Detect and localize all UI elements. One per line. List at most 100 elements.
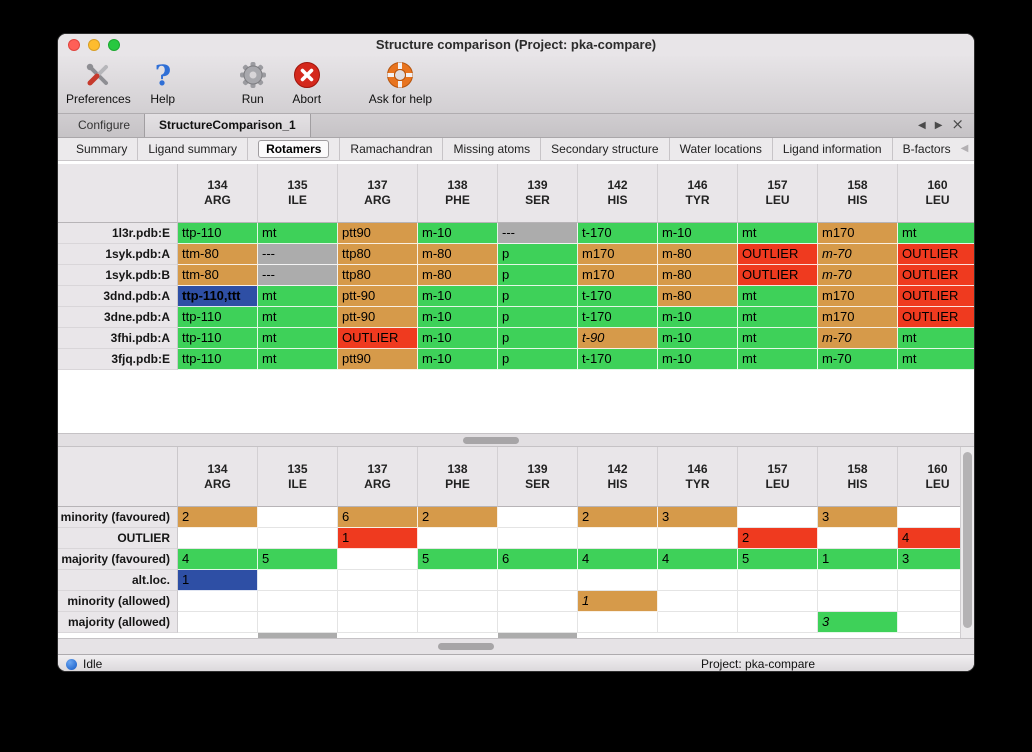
preferences-button[interactable]: Preferences <box>66 60 131 106</box>
horizontal-scrollbar[interactable] <box>58 638 974 654</box>
rotamer-cell[interactable]: t-170 <box>578 286 658 307</box>
rotamer-cell[interactable]: --- <box>258 244 338 265</box>
rotamer-cell[interactable]: m170 <box>818 223 898 244</box>
subtab-prev-button[interactable]: ◀ <box>960 143 969 154</box>
minimize-button[interactable] <box>88 39 100 51</box>
rotamer-cell[interactable]: mt <box>258 223 338 244</box>
rotamer-cell[interactable]: m-70 <box>818 265 898 286</box>
subtab-water-locations[interactable]: Water locations <box>668 138 772 160</box>
rotamer-cell[interactable]: ttp-110,ttt <box>178 286 258 307</box>
rotamer-cell[interactable]: ptt-90 <box>338 307 418 328</box>
rotamer-cell[interactable]: p <box>498 244 578 265</box>
rotamer-cell[interactable]: OUTLIER <box>898 286 974 307</box>
rotamer-cell[interactable]: mt <box>738 223 818 244</box>
rotamer-cell[interactable]: t-170 <box>578 349 658 370</box>
run-button[interactable]: Run <box>231 60 275 106</box>
rotamer-cell[interactable]: p <box>498 328 578 349</box>
rotamer-cell[interactable]: ttp-110 <box>178 349 258 370</box>
rotamer-cell[interactable]: ttm-80 <box>178 244 258 265</box>
splitter-handle[interactable] <box>463 437 519 444</box>
rotamer-cell[interactable]: mt <box>258 286 338 307</box>
rotamer-cell[interactable]: m-10 <box>418 349 498 370</box>
rotamer-cell[interactable]: m-10 <box>658 328 738 349</box>
rotamer-cell[interactable]: m170 <box>578 244 658 265</box>
rotamer-cell[interactable]: mt <box>258 307 338 328</box>
subtab-summary[interactable]: Summary <box>66 138 137 160</box>
rotamer-cell[interactable]: mt <box>258 328 338 349</box>
rotamer-cell[interactable]: OUTLIER <box>738 244 818 265</box>
vertical-scrollbar[interactable] <box>960 447 974 638</box>
rotamer-cell[interactable]: OUTLIER <box>898 265 974 286</box>
rotamer-cell[interactable]: mt <box>898 223 974 244</box>
rotamer-cell[interactable]: OUTLIER <box>898 244 974 265</box>
rotamer-cell[interactable]: ptt-90 <box>338 286 418 307</box>
subtab-missing-atoms[interactable]: Missing atoms <box>442 138 540 160</box>
rotamer-cell[interactable]: m170 <box>818 286 898 307</box>
rotamer-cell[interactable]: m-10 <box>658 349 738 370</box>
subtab-rotamers[interactable]: Rotamers <box>247 138 339 160</box>
rotamer-cell[interactable]: m-80 <box>418 265 498 286</box>
rotamer-cell[interactable]: mt <box>898 328 974 349</box>
splitter[interactable] <box>58 433 974 447</box>
tab-prev-button[interactable]: ◀ <box>918 119 926 131</box>
rotamer-cell[interactable]: m-80 <box>658 286 738 307</box>
rotamer-cell[interactable]: m-10 <box>418 307 498 328</box>
tab-next-button[interactable]: ▶ <box>934 119 943 131</box>
rotamer-cell[interactable]: ptt90 <box>338 349 418 370</box>
rotamer-cell[interactable]: m-10 <box>658 223 738 244</box>
rotamer-cell[interactable]: --- <box>498 223 578 244</box>
rotamer-cell[interactable]: m-70 <box>818 244 898 265</box>
vertical-scrollbar-thumb[interactable] <box>963 452 972 628</box>
rotamer-cell[interactable]: m-80 <box>658 244 738 265</box>
subtab-secondary-structure[interactable]: Secondary structure <box>540 138 668 160</box>
close-button[interactable] <box>68 39 80 51</box>
rotamer-cell[interactable]: m170 <box>578 265 658 286</box>
rotamer-cell[interactable]: OUTLIER <box>338 328 418 349</box>
subtab-ramachandran[interactable]: Ramachandran <box>339 138 442 160</box>
rotamer-cell[interactable]: m-80 <box>658 265 738 286</box>
rotamer-cell[interactable]: ttp-110 <box>178 307 258 328</box>
rotamer-cell[interactable]: mt <box>898 349 974 370</box>
subtab-ligand-information[interactable]: Ligand information <box>771 138 892 160</box>
rotamer-cell[interactable]: ttp-110 <box>178 223 258 244</box>
rotamer-cell[interactable]: p <box>498 265 578 286</box>
rotamer-cell[interactable]: m-70 <box>818 349 898 370</box>
rotamer-cell[interactable]: ttp80 <box>338 265 418 286</box>
abort-button[interactable]: Abort <box>285 60 329 106</box>
subtab-ligand-summary[interactable]: Ligand summary <box>137 138 247 160</box>
zoom-button[interactable] <box>108 39 120 51</box>
ask-for-help-button[interactable]: Ask for help <box>369 60 432 106</box>
rotamer-cell[interactable]: ptt90 <box>338 223 418 244</box>
rotamer-cell[interactable]: m-10 <box>418 223 498 244</box>
subtab-b-factors[interactable]: B-factors <box>891 138 961 160</box>
tab-configure[interactable]: Configure <box>78 118 131 132</box>
tab-structurecomparison-1[interactable]: StructureComparison_1 <box>144 114 311 137</box>
rotamer-cell[interactable]: m-80 <box>418 244 498 265</box>
structure-label: 3dne.pdb:A <box>58 307 178 328</box>
horizontal-scrollbar-thumb[interactable] <box>438 643 494 650</box>
rotamer-cell[interactable]: mt <box>738 286 818 307</box>
rotamer-cell[interactable]: m-10 <box>418 328 498 349</box>
help-button[interactable]: ? Help <box>141 59 185 106</box>
rotamer-cell[interactable]: t-90 <box>578 328 658 349</box>
rotamer-cell[interactable]: m-70 <box>818 328 898 349</box>
rotamer-cell[interactable]: m-10 <box>418 286 498 307</box>
tab-close-button[interactable]: × <box>951 115 964 133</box>
rotamer-cell[interactable]: p <box>498 286 578 307</box>
rotamer-cell[interactable]: mt <box>258 349 338 370</box>
rotamer-cell[interactable]: m170 <box>818 307 898 328</box>
rotamer-cell[interactable]: p <box>498 307 578 328</box>
rotamer-cell[interactable]: ttp-110 <box>178 328 258 349</box>
rotamer-cell[interactable]: OUTLIER <box>898 307 974 328</box>
rotamer-cell[interactable]: mt <box>738 349 818 370</box>
rotamer-cell[interactable]: p <box>498 349 578 370</box>
rotamer-cell[interactable]: --- <box>258 265 338 286</box>
rotamer-cell[interactable]: OUTLIER <box>738 265 818 286</box>
rotamer-cell[interactable]: m-10 <box>658 307 738 328</box>
rotamer-cell[interactable]: mt <box>738 328 818 349</box>
rotamer-cell[interactable]: mt <box>738 307 818 328</box>
rotamer-cell[interactable]: ttp80 <box>338 244 418 265</box>
rotamer-cell[interactable]: ttm-80 <box>178 265 258 286</box>
rotamer-cell[interactable]: t-170 <box>578 307 658 328</box>
rotamer-cell[interactable]: t-170 <box>578 223 658 244</box>
